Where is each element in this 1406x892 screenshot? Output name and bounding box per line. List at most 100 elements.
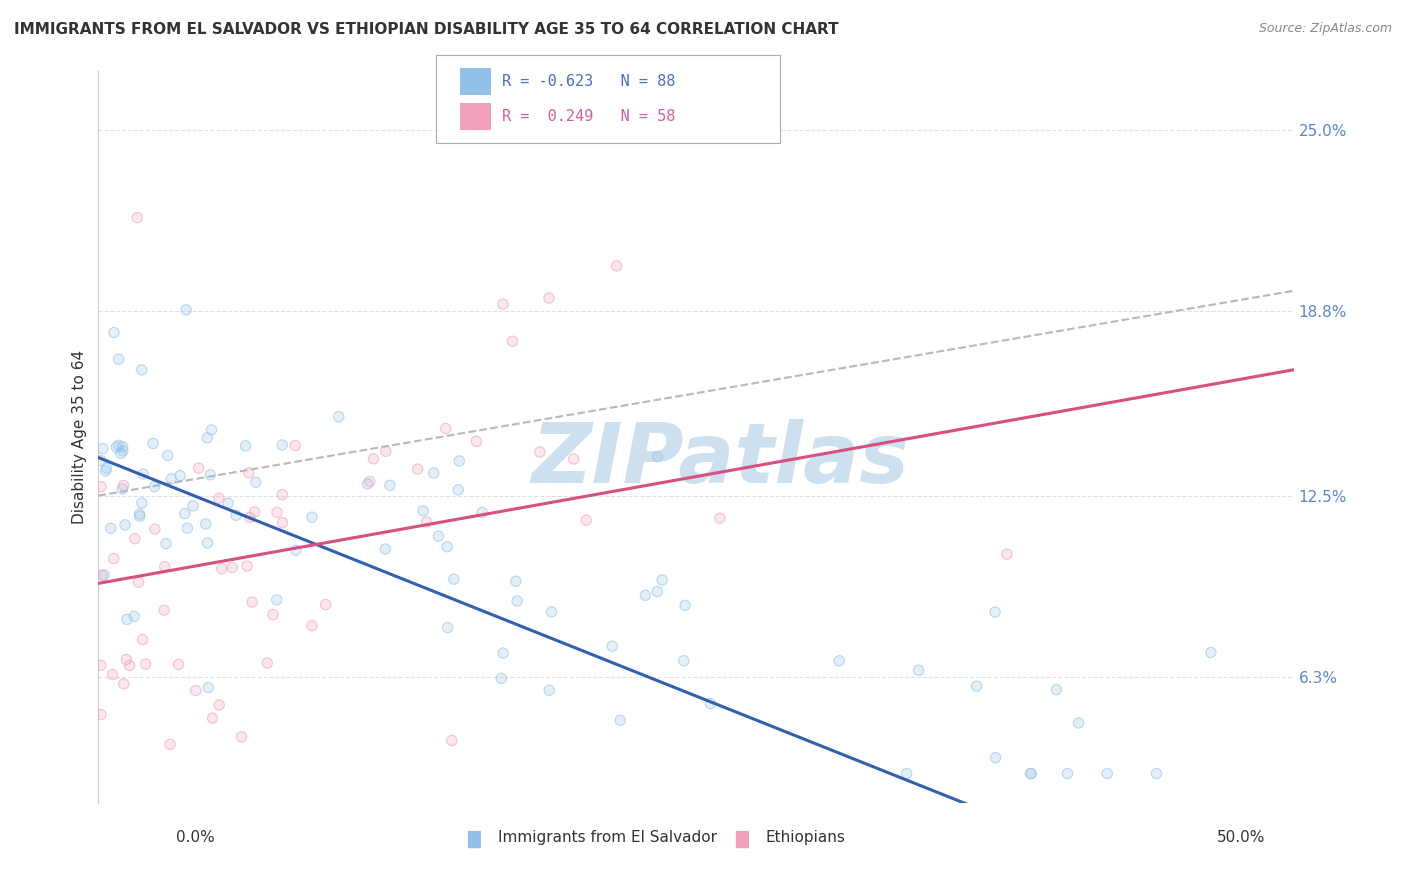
- Point: [1056, 766, 1078, 780]
- Point: [107, 438, 129, 452]
- Point: [217, 496, 239, 510]
- Point: [506, 594, 529, 608]
- Point: [449, 454, 471, 468]
- Point: [699, 697, 721, 711]
- Point: [94, 464, 117, 478]
- Point: [647, 450, 669, 464]
- Point: [363, 451, 385, 466]
- Point: [143, 522, 166, 536]
- Point: [907, 663, 929, 677]
- Point: [245, 475, 267, 490]
- Point: [673, 599, 696, 613]
- Point: [984, 750, 1007, 764]
- Point: [131, 496, 153, 510]
- Point: [211, 562, 233, 576]
- Point: [651, 573, 673, 587]
- Point: [131, 363, 153, 377]
- Point: [412, 504, 434, 518]
- Point: [197, 681, 219, 695]
- Point: [427, 529, 450, 543]
- Point: [90, 707, 112, 722]
- Point: [238, 466, 260, 480]
- Point: [501, 334, 523, 349]
- Point: [174, 302, 197, 317]
- Point: [984, 605, 1007, 619]
- Point: [111, 443, 134, 458]
- Point: [135, 657, 157, 672]
- Point: [1067, 716, 1090, 731]
- Point: [1146, 766, 1168, 780]
- Point: [96, 461, 118, 475]
- Point: [465, 434, 488, 449]
- Point: [672, 654, 695, 668]
- Point: [284, 439, 307, 453]
- Text: Immigrants from El Salvador: Immigrants from El Salvador: [498, 830, 717, 845]
- Point: [174, 302, 197, 317]
- Point: [231, 730, 253, 744]
- Point: [1097, 766, 1119, 780]
- Point: [201, 711, 224, 725]
- Point: [492, 297, 515, 311]
- Point: [699, 697, 721, 711]
- Point: [284, 439, 307, 453]
- Point: [187, 461, 209, 475]
- Point: [231, 730, 253, 744]
- Point: [221, 560, 243, 574]
- Point: [103, 551, 125, 566]
- Point: [501, 334, 523, 349]
- Point: [208, 698, 231, 712]
- Point: [235, 439, 257, 453]
- Point: [436, 540, 458, 554]
- Text: 50.0%: 50.0%: [1218, 830, 1265, 845]
- Point: [132, 467, 155, 481]
- Point: [896, 766, 918, 780]
- Point: [112, 677, 135, 691]
- Point: [600, 639, 623, 653]
- Point: [90, 658, 112, 673]
- Point: [128, 575, 150, 590]
- Point: [111, 443, 134, 458]
- Point: [159, 737, 181, 751]
- Point: [284, 543, 307, 558]
- Point: [200, 467, 222, 482]
- Point: [1019, 766, 1042, 780]
- Point: [176, 521, 198, 535]
- Point: [160, 472, 183, 486]
- Point: [90, 453, 112, 467]
- Point: [562, 452, 585, 467]
- Point: [436, 621, 458, 635]
- Point: [374, 444, 396, 458]
- Point: [328, 409, 350, 424]
- Point: [103, 326, 125, 340]
- Point: [195, 431, 218, 445]
- Point: [609, 713, 631, 727]
- Point: [197, 536, 219, 550]
- Point: [91, 442, 114, 456]
- Point: [447, 483, 470, 497]
- Point: [200, 423, 222, 437]
- Point: [415, 515, 437, 529]
- Point: [128, 507, 150, 521]
- Point: [112, 478, 135, 492]
- Point: [90, 480, 112, 494]
- Point: [575, 513, 598, 527]
- Point: [447, 483, 470, 497]
- Point: [155, 537, 177, 551]
- Point: [443, 572, 465, 586]
- Point: [100, 521, 122, 535]
- Point: [491, 671, 513, 685]
- Point: [115, 652, 138, 666]
- Point: [443, 572, 465, 586]
- Point: [118, 658, 141, 673]
- Point: [471, 506, 494, 520]
- Point: [128, 575, 150, 590]
- Point: [506, 594, 529, 608]
- Point: [200, 423, 222, 437]
- Point: [153, 603, 176, 617]
- Point: [374, 542, 396, 557]
- Point: [201, 711, 224, 725]
- Point: [167, 657, 190, 672]
- Point: [422, 466, 444, 480]
- Point: [173, 507, 195, 521]
- Point: [110, 446, 132, 460]
